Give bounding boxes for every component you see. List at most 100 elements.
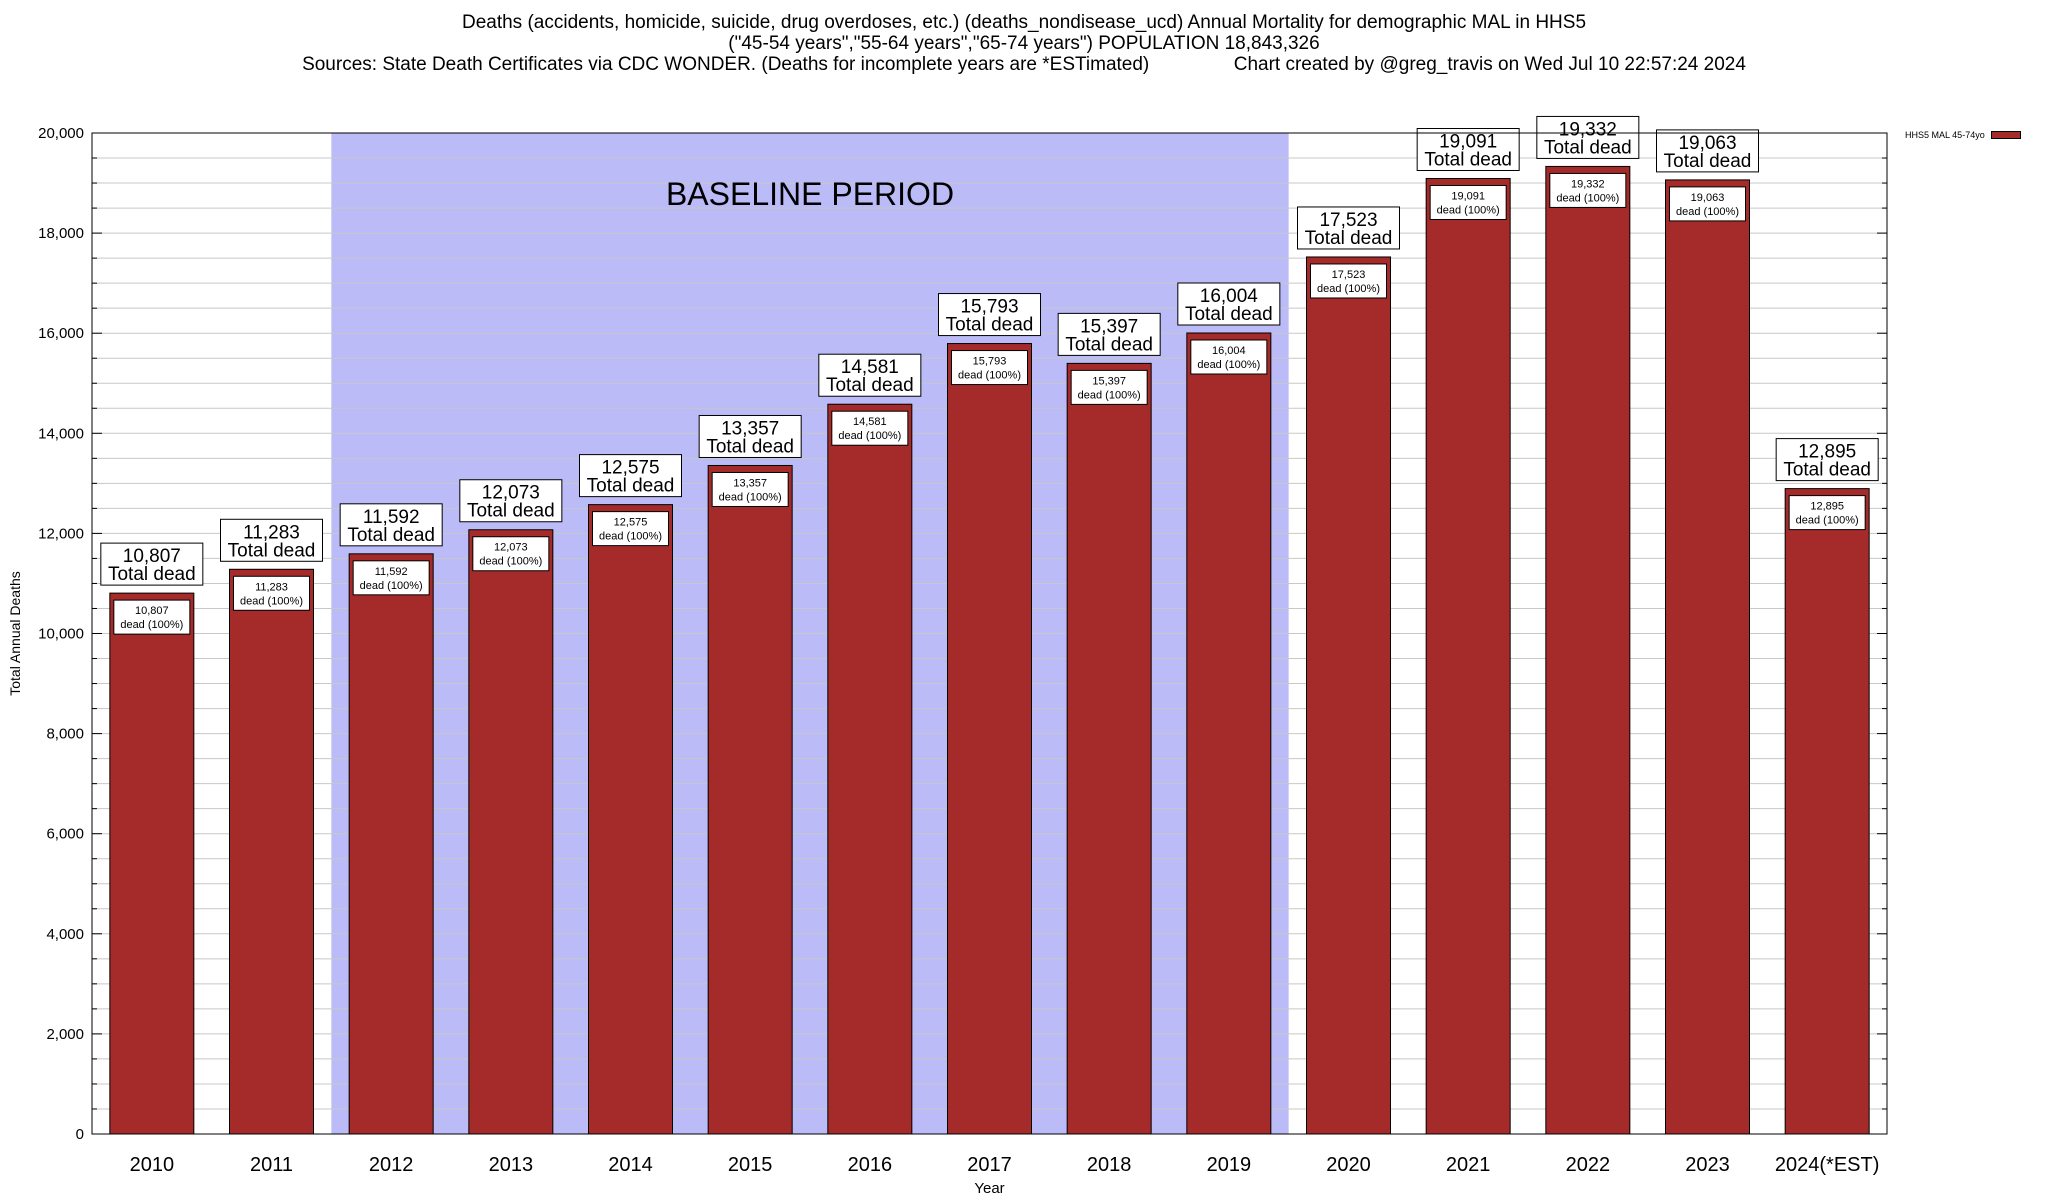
bar-inner-value: 12,575: [614, 517, 648, 529]
x-tick-label: 2016: [848, 1154, 893, 1176]
bar-total-caption: Total dead: [108, 564, 196, 585]
bar-inner-label-box: [831, 410, 909, 446]
bar-inner-label-box: [233, 575, 310, 611]
bar-total-value: 15,793: [960, 297, 1018, 318]
bar-inner-value: 15,793: [973, 356, 1007, 368]
bar: [229, 568, 314, 1135]
bar-total-label-box: [1775, 438, 1879, 482]
x-tick-label: 2020: [1326, 1154, 1371, 1176]
bar-total-value: 10,807: [123, 546, 181, 567]
chart-title-line-1: Deaths (accidents, homicide, suicide, dr…: [461, 12, 1587, 33]
bar-inner-label-box: [1549, 172, 1627, 208]
x-tick-label: 2022: [1566, 1154, 1611, 1176]
y-tick-label: 10,000: [38, 626, 84, 643]
bar-inner-caption: dead (100%): [1197, 359, 1260, 371]
bar-total-value: 16,004: [1200, 286, 1259, 307]
bar-inner-caption: dead (100%): [479, 556, 542, 568]
bar-total-label-box: [698, 414, 802, 458]
bar: [468, 529, 554, 1135]
y-tick-label: 2,000: [46, 1026, 84, 1043]
bar-total-caption: Total dead: [1544, 137, 1632, 158]
bar-total-caption: Total dead: [1783, 460, 1871, 481]
bar-inner-value: 11,592: [375, 566, 408, 578]
bar: [1665, 179, 1750, 1135]
x-tick-label: 2012: [369, 1154, 414, 1176]
bar-inner-caption: dead (100%): [120, 619, 183, 631]
bar-inner-caption: dead (100%): [1078, 389, 1141, 401]
bar-inner-caption: dead (100%): [1676, 206, 1739, 218]
bar-total-value: 12,073: [482, 483, 540, 504]
bar: [1545, 165, 1631, 1135]
bar: [1066, 362, 1152, 1135]
x-tick-label: 2015: [728, 1154, 773, 1176]
bar: [827, 403, 913, 1135]
bar-total-label-box: [1177, 282, 1281, 326]
x-tick-label: 2024(*EST): [1775, 1154, 1880, 1176]
bar-total-caption: Total dead: [1424, 149, 1512, 170]
legend: HHS5 MAL 45-74yo: [1905, 130, 2021, 140]
y-tick-label: 4,000: [46, 926, 84, 943]
bar-inner-label-box: [1310, 263, 1387, 299]
y-tick-label: 12,000: [38, 525, 84, 542]
x-axis-label: Year: [974, 1180, 1004, 1197]
bar-inner-caption: dead (100%): [240, 595, 303, 607]
bar-inner-value: 11,283: [255, 581, 288, 593]
chart-title-line-2: ("45-54 years","55-64 years","65-74 year…: [728, 33, 1320, 54]
bar-total-value: 11,283: [243, 522, 300, 543]
bar-inner-value: 19,063: [1691, 192, 1725, 204]
x-tick-label: 2017: [967, 1154, 1012, 1176]
y-tick-label: 8,000: [46, 726, 84, 743]
y-axis-label: Total Annual Deaths: [7, 571, 23, 696]
bar-total-label-box: [220, 518, 323, 562]
bar-total-value: 19,332: [1559, 119, 1617, 140]
bar-inner-label-box: [1788, 495, 1866, 531]
bar-inner-label-box: [113, 599, 191, 635]
x-tick-label: 2011: [250, 1154, 293, 1176]
bar-total-label-box: [818, 353, 922, 397]
bar-total-value: 14,581: [841, 357, 899, 378]
bar-total-label-box: [1656, 129, 1759, 173]
bar-inner-label-box: [352, 560, 430, 596]
bar-inner-caption: dead (100%): [1437, 204, 1500, 216]
bar: [707, 464, 793, 1135]
bar-inner-caption: dead (100%): [958, 370, 1021, 382]
bar-inner-value: 16,004: [1212, 345, 1246, 357]
baseline-period-label: BASELINE PERIOD: [666, 176, 954, 212]
bar-total-value: 13,357: [721, 418, 779, 439]
bar-inner-caption: dead (100%): [719, 491, 782, 503]
x-tick-label: 2014: [608, 1154, 653, 1176]
y-tick-label: 18,000: [38, 225, 84, 242]
bar-total-label-box: [938, 293, 1041, 337]
bar: [588, 504, 673, 1135]
plot-frame: [91, 132, 1888, 1135]
y-tick-label: 20,000: [38, 125, 84, 142]
x-tick-label: 2023: [1685, 1154, 1730, 1176]
bar-total-label-box: [1536, 115, 1640, 159]
bar-inner-label-box: [951, 350, 1028, 386]
x-tick-label: 2018: [1087, 1154, 1132, 1176]
bar: [1425, 177, 1511, 1135]
bar-total-caption: Total dead: [587, 476, 675, 497]
bar-total-value: 12,575: [601, 458, 659, 479]
bar-total-caption: Total dead: [1305, 228, 1393, 249]
bar-total-label-box: [100, 542, 204, 586]
bar: [947, 343, 1032, 1135]
y-tick-label: 6,000: [46, 826, 84, 843]
bar-inner-value: 12,073: [494, 542, 528, 554]
bar-total-value: 19,091: [1439, 131, 1497, 152]
bar-inner-value: 19,332: [1571, 178, 1605, 190]
bar-inner-label-box: [1669, 186, 1746, 222]
legend-label: HHS5 MAL 45-74yo: [1905, 130, 1985, 140]
legend-swatch: [1990, 131, 2021, 139]
bar-inner-caption: dead (100%): [1317, 283, 1380, 295]
chart-title-line-3: Sources: State Death Certificates via CD…: [302, 54, 1746, 75]
x-tick-label: 2021: [1446, 1154, 1491, 1176]
bar-inner-label-box: [1070, 369, 1148, 405]
bar-inner-label-box: [592, 511, 669, 547]
bar-inner-label-box: [472, 536, 550, 572]
bar-total-label-box: [459, 479, 563, 523]
bar-total-caption: Total dead: [228, 540, 316, 561]
bar-total-label-box: [339, 503, 443, 547]
bar-total-caption: Total dead: [1065, 334, 1153, 355]
